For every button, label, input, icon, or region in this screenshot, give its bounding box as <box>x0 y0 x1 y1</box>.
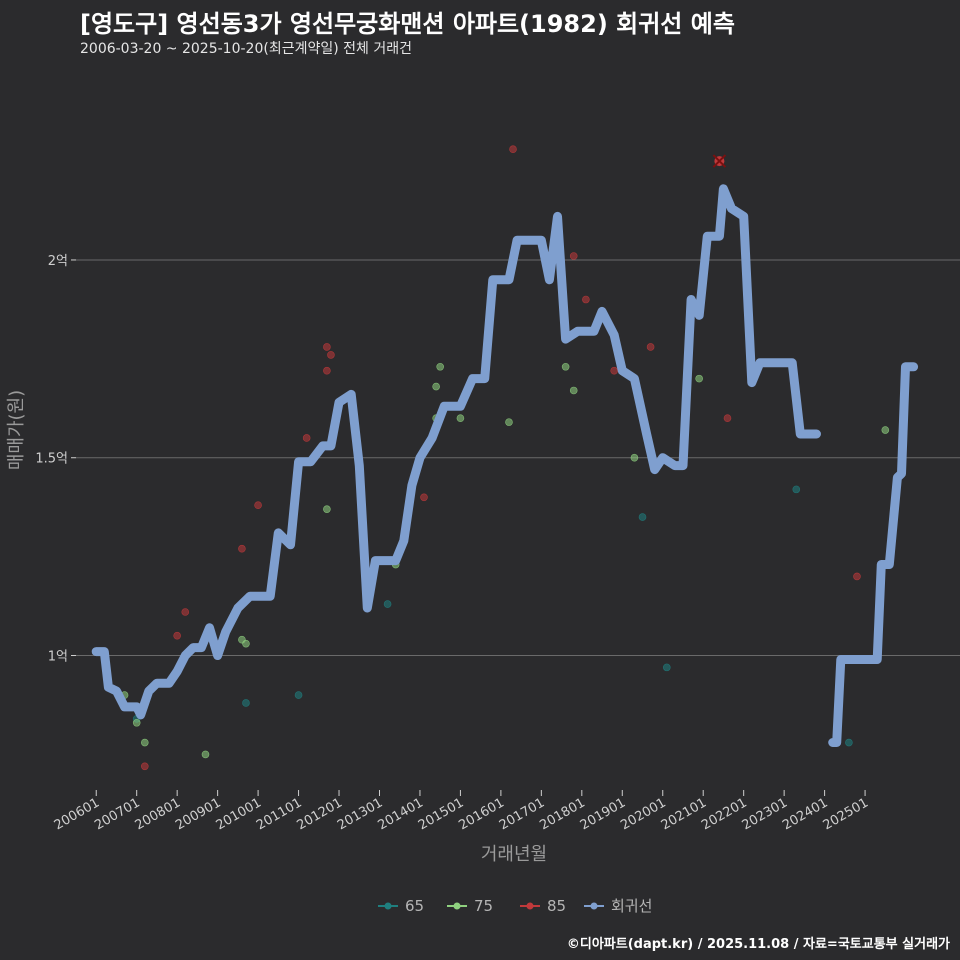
x-tick-label: 201901 <box>578 795 628 833</box>
data-point-75 <box>201 750 210 759</box>
data-point-75 <box>140 738 149 747</box>
data-point-85 <box>569 252 578 260</box>
highlight-marks <box>712 154 727 168</box>
legend-label: 회귀선 <box>611 897 652 915</box>
x-tick-label: 202001 <box>618 795 668 833</box>
x-tick-label: 201601 <box>456 795 506 833</box>
data-point-85 <box>254 501 262 510</box>
data-point-85 <box>181 608 190 616</box>
x-tick-label: 202501 <box>821 795 871 833</box>
x-tick-label: 201801 <box>537 795 587 833</box>
y-tick-label: 1.5억 <box>35 452 68 467</box>
x-tick-label: 201401 <box>375 795 425 833</box>
data-point-75 <box>323 505 331 513</box>
legend-label: 85 <box>547 897 566 915</box>
regression-line-segment <box>828 362 919 747</box>
data-point-85 <box>302 434 311 442</box>
x-tick-label: 200901 <box>173 795 223 833</box>
x-tick-label: 201301 <box>335 795 385 833</box>
scatter-points <box>120 145 890 771</box>
x-tick-label: 202301 <box>740 795 790 833</box>
legend: 65 75 85 회귀선 <box>378 897 652 915</box>
data-point-65 <box>662 663 671 672</box>
legend-marker <box>453 902 461 910</box>
data-point-85 <box>327 351 335 359</box>
data-point-85 <box>420 493 428 502</box>
data-point-75 <box>456 414 465 422</box>
x-tick-label: 202201 <box>699 795 749 833</box>
data-point-75 <box>436 362 444 371</box>
data-point-85 <box>323 343 331 351</box>
data-point-65 <box>294 691 303 699</box>
x-tick-label: 201701 <box>497 795 547 833</box>
grid-lines <box>76 259 960 657</box>
data-point-85 <box>140 762 149 771</box>
data-point-85 <box>723 414 732 422</box>
data-point-65 <box>792 485 801 494</box>
chart-subtitle: 2006-03-20 ~ 2025-10-20(최근계약일) 전체 거래건 <box>80 41 412 57</box>
x-tick-label: 201201 <box>295 795 345 833</box>
y-tick-label: 1억 <box>48 650 68 665</box>
data-point-75 <box>242 639 250 648</box>
legend-marker <box>590 902 598 910</box>
data-point-85 <box>323 366 331 375</box>
data-point-65 <box>845 738 853 747</box>
x-axis-title: 거래년월 <box>481 844 547 865</box>
x-tick-label: 201501 <box>416 795 466 833</box>
data-point-85 <box>610 366 618 375</box>
data-point-65 <box>242 699 250 707</box>
data-point-85 <box>646 343 655 351</box>
data-point-85 <box>509 145 517 153</box>
x-tick-label: 201101 <box>254 795 304 833</box>
x-tick-label: 202101 <box>659 795 709 833</box>
x-axis-ticks: 2006012007012008012009012010012011012012… <box>52 790 871 833</box>
y-axis-ticks: 1억 1.5억 2억 <box>35 254 76 665</box>
legend-label: 75 <box>474 897 493 915</box>
legend-label: 65 <box>405 897 424 915</box>
x-tick-label: 200801 <box>133 795 183 833</box>
x-tick-label: 201001 <box>214 795 264 833</box>
x-tick-label: 200601 <box>52 795 102 833</box>
data-point-75 <box>881 426 890 434</box>
x-tick-label: 200701 <box>92 795 142 833</box>
data-point-75 <box>505 418 513 426</box>
y-tick-label: 2억 <box>48 254 68 269</box>
highlight-x-mark <box>712 154 727 168</box>
chart-title: [영도구] 영선동3가 영선무궁화맨션 아파트(1982) 회귀선 예측 <box>80 10 735 38</box>
data-point-85 <box>853 572 861 581</box>
legend-marker <box>526 902 534 910</box>
data-point-75 <box>695 374 703 383</box>
data-point-75 <box>630 453 639 462</box>
data-point-85 <box>173 631 181 640</box>
regression-line-segment <box>91 184 821 720</box>
x-tick-label: 202401 <box>780 795 830 833</box>
legend-marker <box>384 902 392 910</box>
y-axis-title: 매매가(원) <box>6 390 27 470</box>
data-point-75 <box>569 386 578 395</box>
data-point-65 <box>638 513 647 521</box>
data-point-65 <box>383 600 392 608</box>
data-point-85 <box>238 544 246 553</box>
data-point-75 <box>561 362 570 371</box>
source-caption: ©디아파트(dapt.kr) / 2025.11.08 / 자료=국토교통부 실… <box>566 937 950 952</box>
regression-line <box>91 184 919 747</box>
data-point-85 <box>582 295 590 304</box>
data-point-75 <box>132 718 141 727</box>
data-point-75 <box>432 382 440 391</box>
